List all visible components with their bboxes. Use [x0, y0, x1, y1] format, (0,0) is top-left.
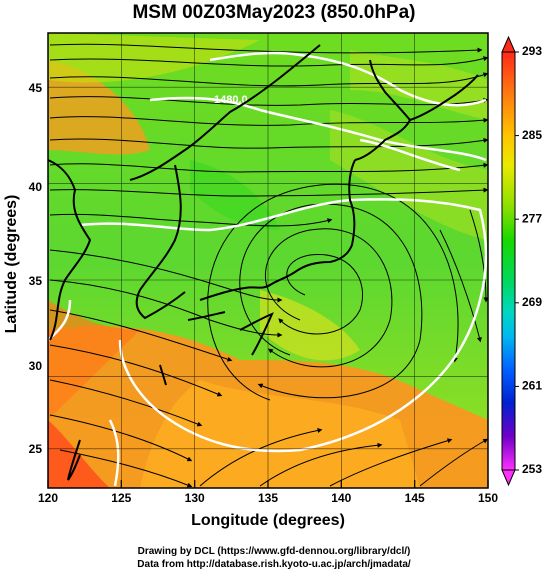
x-ticks	[47, 480, 489, 488]
colorbar-tick-label: 293	[522, 44, 542, 58]
x-tick-label: 145	[405, 491, 425, 505]
y-tick-label: 45	[29, 81, 43, 95]
credit-drawing: Drawing by DCL (https://www.gfd-dennou.o…	[137, 546, 411, 557]
y-axis-label: Latitude (degrees)	[3, 194, 20, 334]
colorbar-min-arrow	[501, 469, 516, 487]
chart-title: MSM 00Z03May2023 (850.0hPa)	[132, 2, 416, 23]
x-tick-label: 140	[331, 491, 351, 505]
colorbar-tick-label: 269	[522, 295, 542, 309]
x-tick-labels: 120 125 130 135 140 145 150	[38, 491, 498, 505]
x-tick-label: 125	[111, 491, 131, 505]
coastlines	[48, 44, 479, 481]
y-tick-label: 25	[29, 442, 43, 456]
credit-data: Data from http://database.rish.kyoto-u.a…	[137, 559, 411, 570]
y-tick-label: 30	[29, 359, 43, 373]
y-tick-label: 35	[29, 274, 43, 288]
x-tick-label: 150	[478, 491, 498, 505]
grid-lines	[48, 33, 488, 488]
y-tick-labels: 25 30 35 40 45	[29, 81, 43, 456]
colorbar: 293 285 277 269 261 253	[501, 35, 542, 487]
contour-label: 1480.0	[214, 94, 248, 106]
colorbar-tick-label: 253	[522, 462, 542, 476]
x-tick-label: 130	[185, 491, 205, 505]
colorbar-tick-label: 261	[522, 379, 542, 393]
x-tick-label: 135	[258, 491, 278, 505]
colorbar-tick-label: 277	[522, 211, 542, 225]
streamlines	[49, 43, 488, 488]
colorbar-max-arrow	[501, 35, 516, 53]
x-tick-label: 120	[38, 491, 58, 505]
height-contours	[48, 51, 488, 487]
y-tick-label: 40	[29, 180, 43, 194]
x-axis-label: Longitude (degrees)	[191, 512, 345, 529]
colorbar-tick-label: 285	[522, 128, 542, 142]
